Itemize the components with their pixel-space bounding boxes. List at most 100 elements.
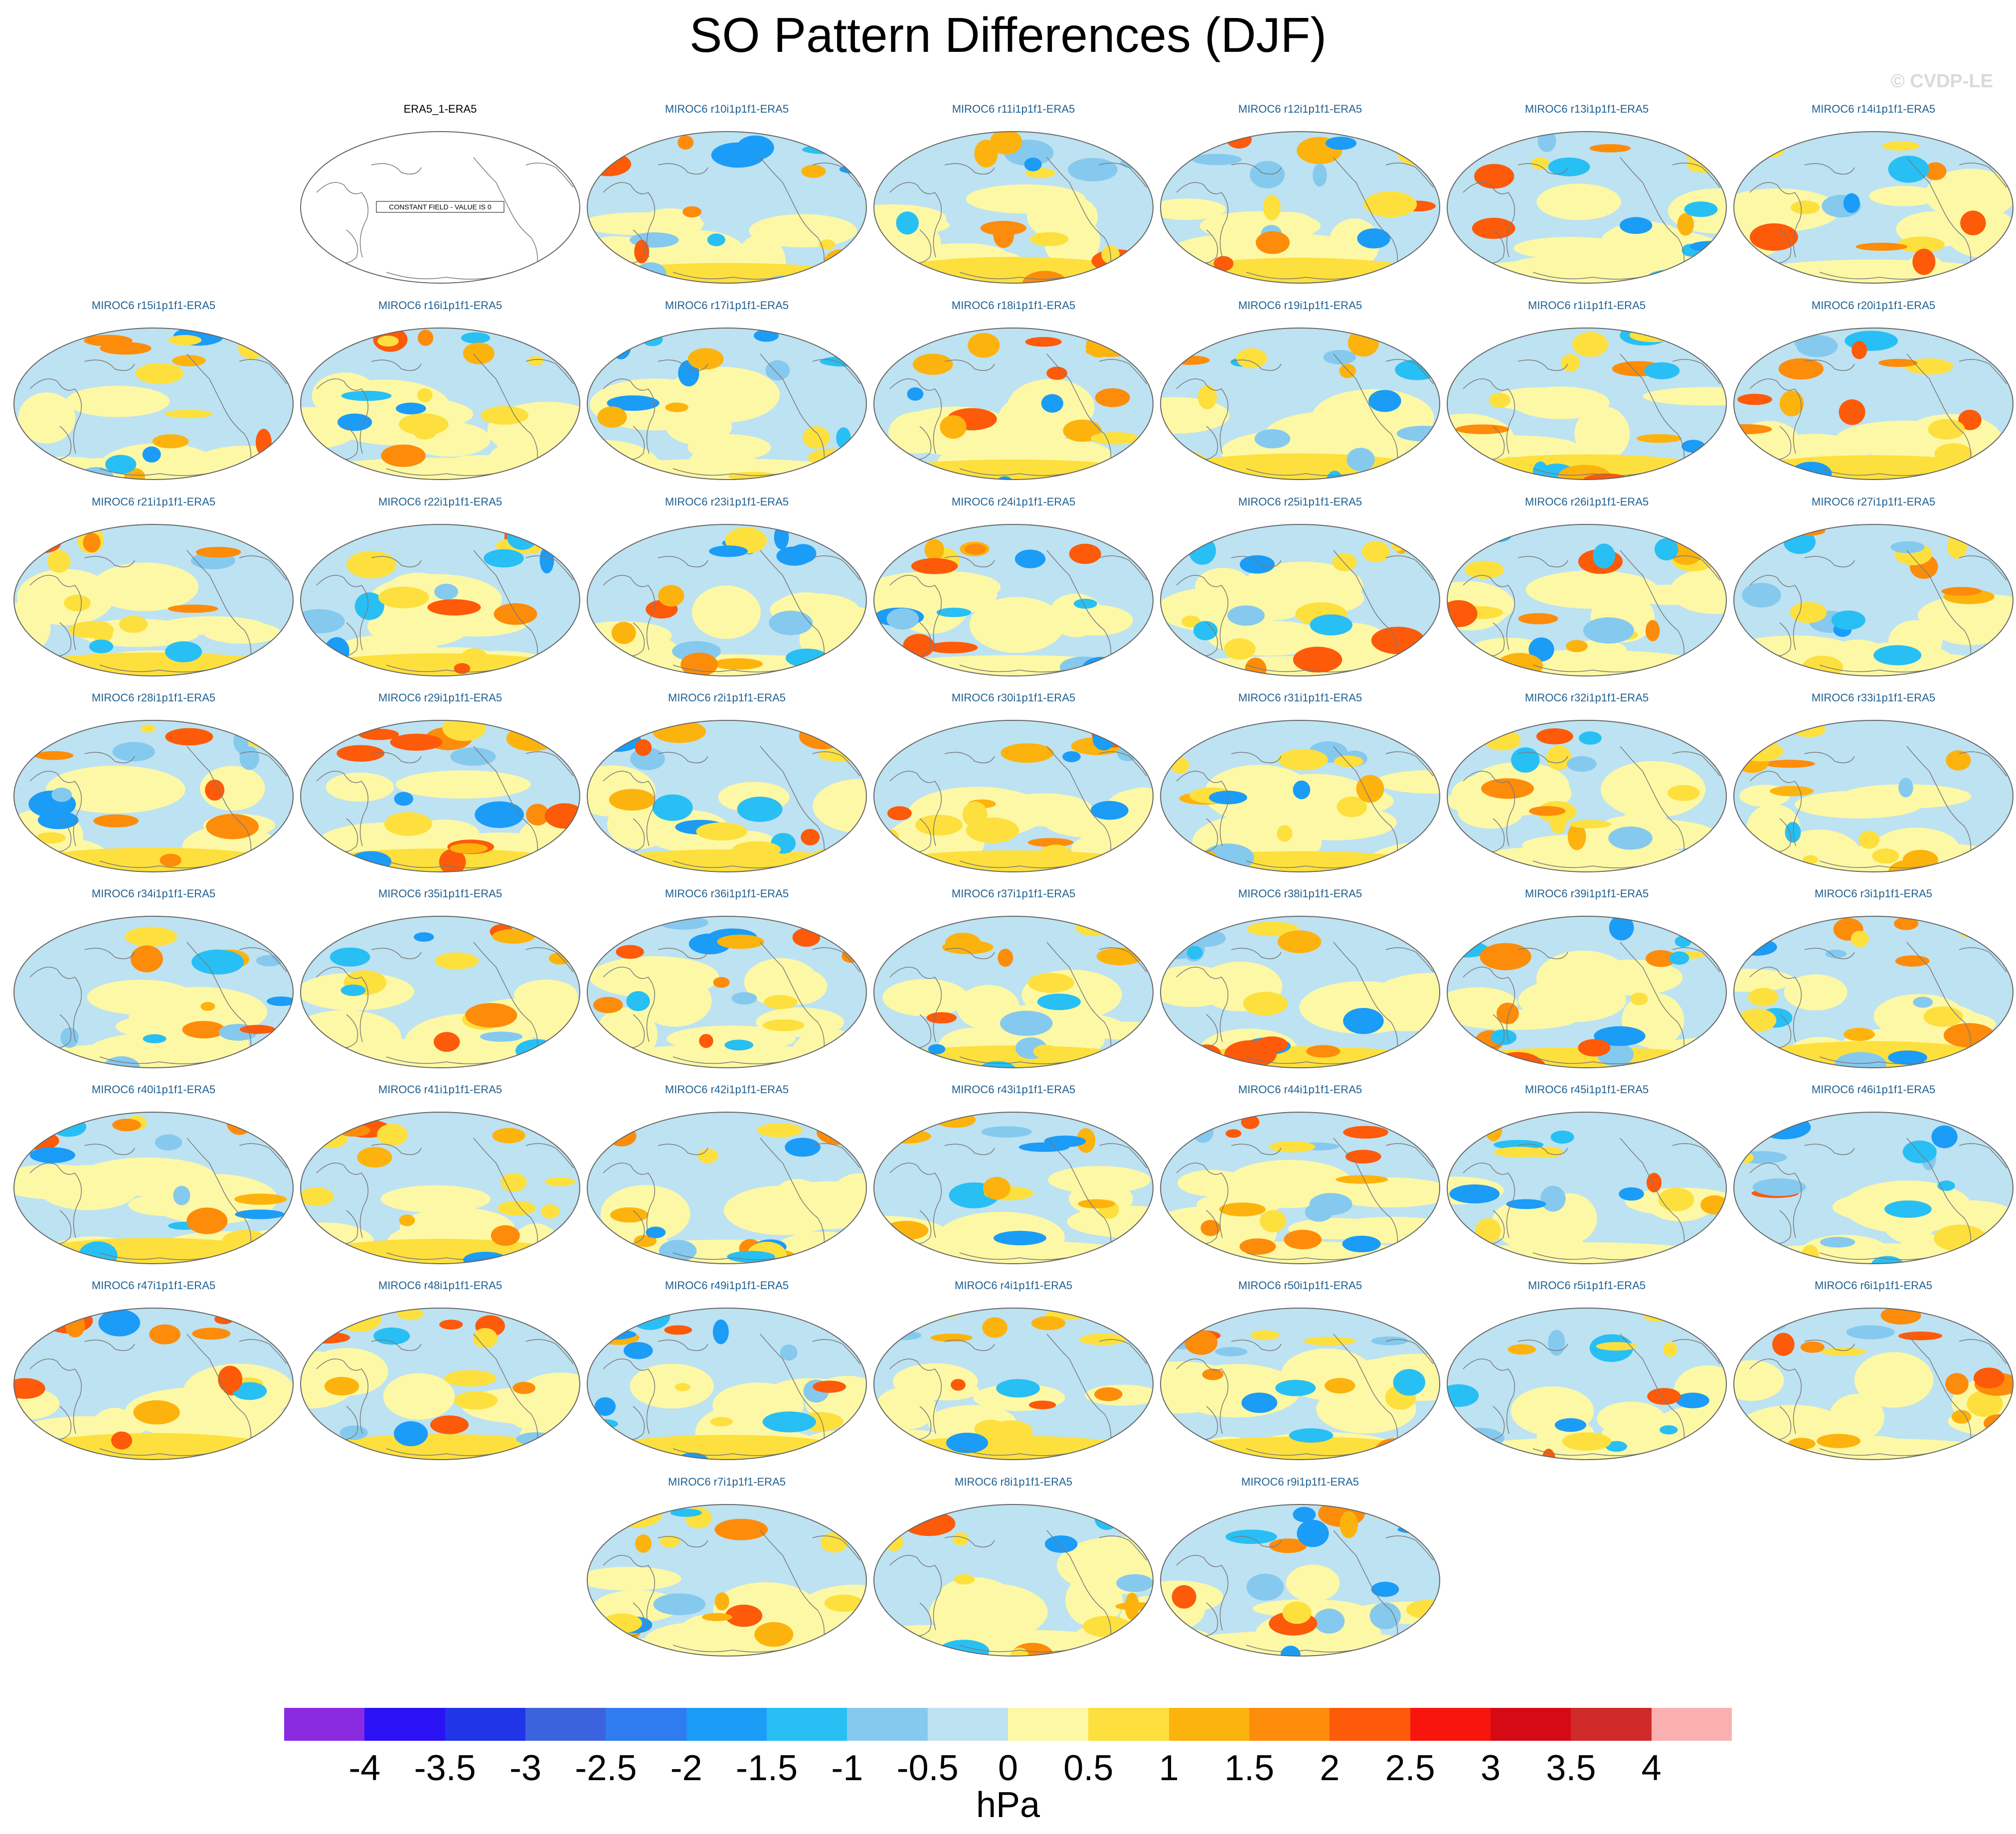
difference-map-panel: MIROC6 r32i1p1f1-ERA5 (1443, 691, 1730, 886)
map-image (873, 720, 1154, 872)
panel-title: MIROC6 r50i1p1f1-ERA5 (1238, 1279, 1362, 1292)
difference-map-panel: MIROC6 r31i1p1f1-ERA5 (1157, 691, 1444, 886)
map-image (1447, 916, 1727, 1068)
panel-title: MIROC6 r17i1p1f1-ERA5 (665, 299, 789, 312)
map-image (1447, 1308, 1727, 1460)
panel-title: MIROC6 r2i1p1f1-ERA5 (668, 691, 786, 704)
colorbar-tick-label: 0 (998, 1748, 1018, 1788)
panel-title: MIROC6 r14i1p1f1-ERA5 (1811, 103, 1936, 115)
difference-map-panel: MIROC6 r40i1p1f1-ERA5 (10, 1083, 297, 1278)
panel-title: MIROC6 r46i1p1f1-ERA5 (1811, 1083, 1936, 1096)
map-image (300, 1112, 580, 1264)
map-image (587, 916, 867, 1068)
colorbar-box (1008, 1708, 1089, 1741)
map-image (13, 328, 294, 480)
panel-title: MIROC6 r20i1p1f1-ERA5 (1811, 299, 1936, 312)
map-image (1733, 1308, 2014, 1460)
colorbar-box (606, 1708, 687, 1741)
difference-map-panel: MIROC6 r23i1p1f1-ERA5 (583, 496, 870, 690)
difference-map-panel: MIROC6 r18i1p1f1-ERA5 (870, 299, 1157, 494)
colorbar-box (927, 1708, 1008, 1741)
map-image (1447, 131, 1727, 284)
map-image (300, 1308, 580, 1460)
difference-map-panel: MIROC6 r28i1p1f1-ERA5 (10, 691, 297, 886)
map-image (873, 524, 1154, 676)
difference-map-panel: MIROC6 r13i1p1f1-ERA5 (1443, 103, 1730, 297)
colorbar-tick-label: 4 (1641, 1748, 1662, 1788)
difference-map-panel: MIROC6 r14i1p1f1-ERA5 (1730, 103, 2016, 297)
map-image (1447, 720, 1727, 872)
panel-title: ERA5_1-ERA5 (403, 103, 477, 115)
panel-title: MIROC6 r1i1p1f1-ERA5 (1528, 299, 1646, 312)
map-image (1447, 524, 1727, 676)
colorbar-tick-label: 1.5 (1224, 1748, 1275, 1788)
panel-title: MIROC6 r19i1p1f1-ERA5 (1238, 299, 1362, 312)
map-image: CONSTANT FIELD - VALUE IS 0 (300, 131, 580, 284)
panel-title: MIROC6 r3i1p1f1-ERA5 (1815, 887, 1932, 900)
difference-map-panel: MIROC6 r26i1p1f1-ERA5 (1443, 496, 1730, 690)
map-image (587, 131, 867, 284)
colorbar-box (1410, 1708, 1491, 1741)
difference-map-panel: MIROC6 r25i1p1f1-ERA5 (1157, 496, 1444, 690)
panel-title: MIROC6 r23i1p1f1-ERA5 (665, 496, 789, 508)
difference-map-panel: MIROC6 r34i1p1f1-ERA5 (10, 887, 297, 1082)
colorbar-units: hPa (976, 1785, 1040, 1825)
map-image (587, 328, 867, 480)
map-image (13, 1308, 294, 1460)
difference-map-panel: MIROC6 r12i1p1f1-ERA5 (1157, 103, 1444, 297)
colorbar-tick-label: -1.5 (735, 1748, 798, 1788)
panel-title: MIROC6 r4i1p1f1-ERA5 (955, 1279, 1072, 1292)
panel-title: MIROC6 r35i1p1f1-ERA5 (378, 887, 503, 900)
difference-map-panel: MIROC6 r30i1p1f1-ERA5 (870, 691, 1157, 886)
panel-title: MIROC6 r34i1p1f1-ERA5 (91, 887, 216, 900)
panel-title: MIROC6 r8i1p1f1-ERA5 (955, 1476, 1072, 1488)
difference-map-panel: MIROC6 r24i1p1f1-ERA5 (870, 496, 1157, 690)
difference-map-panel: MIROC6 r37i1p1f1-ERA5 (870, 887, 1157, 1082)
map-image (873, 1504, 1154, 1657)
panel-title: MIROC6 r36i1p1f1-ERA5 (665, 887, 789, 900)
panel-title: MIROC6 r5i1p1f1-ERA5 (1528, 1279, 1646, 1292)
difference-map-panel: MIROC6 r11i1p1f1-ERA5 (870, 103, 1157, 297)
colorbar-box (364, 1708, 446, 1741)
panel-title: MIROC6 r47i1p1f1-ERA5 (91, 1279, 216, 1292)
map-image (1160, 524, 1440, 676)
colorbar-tick-label: -2.5 (575, 1748, 637, 1788)
panel-title: MIROC6 r39i1p1f1-ERA5 (1524, 887, 1649, 900)
difference-map-panel: MIROC6 r46i1p1f1-ERA5 (1730, 1083, 2016, 1278)
difference-map-panel: MIROC6 r6i1p1f1-ERA5 (1730, 1279, 2016, 1474)
colorbar-box (1088, 1708, 1170, 1741)
map-image (587, 1308, 867, 1460)
colorbar-box (767, 1708, 847, 1741)
difference-map-panel: MIROC6 r43i1p1f1-ERA5 (870, 1083, 1157, 1278)
colorbar-tick-label: 1 (1159, 1748, 1179, 1788)
colorbar-tick-label: -1 (831, 1748, 863, 1788)
map-image (300, 328, 580, 480)
reference-map-panel: ERA5_1-ERA5 CONSTANT FIELD - VALUE IS 0 (297, 103, 584, 297)
difference-map-panel: MIROC6 r50i1p1f1-ERA5 (1157, 1279, 1444, 1474)
map-image (1733, 524, 2014, 676)
difference-map-panel: MIROC6 r10i1p1f1-ERA5 (583, 103, 870, 297)
map-image (587, 720, 867, 872)
panel-title: MIROC6 r28i1p1f1-ERA5 (91, 691, 216, 704)
difference-map-panel: MIROC6 r42i1p1f1-ERA5 (583, 1083, 870, 1278)
panel-title: MIROC6 r27i1p1f1-ERA5 (1811, 496, 1936, 508)
map-image (1160, 328, 1440, 480)
panel-title: MIROC6 r15i1p1f1-ERA5 (91, 299, 216, 312)
map-image (587, 524, 867, 676)
panel-title: MIROC6 r37i1p1f1-ERA5 (951, 887, 1076, 900)
panel-title: MIROC6 r16i1p1f1-ERA5 (378, 299, 503, 312)
panel-title: MIROC6 r43i1p1f1-ERA5 (951, 1083, 1076, 1096)
panel-title: MIROC6 r41i1p1f1-ERA5 (378, 1083, 503, 1096)
panel-title: MIROC6 r7i1p1f1-ERA5 (668, 1476, 786, 1488)
map-image (1733, 916, 2014, 1068)
colorbar-tick-label: -3.5 (414, 1748, 476, 1788)
colorbar-box (1249, 1708, 1330, 1741)
colorbar-box (445, 1708, 526, 1741)
map-image (1160, 1504, 1440, 1657)
panel-title: MIROC6 r6i1p1f1-ERA5 (1815, 1279, 1932, 1292)
colorbar-box (284, 1708, 365, 1741)
map-image (13, 1112, 294, 1264)
map-image (1733, 720, 2014, 872)
colorbar-box (1491, 1708, 1571, 1741)
colorbar-tick-label: -4 (348, 1748, 381, 1788)
